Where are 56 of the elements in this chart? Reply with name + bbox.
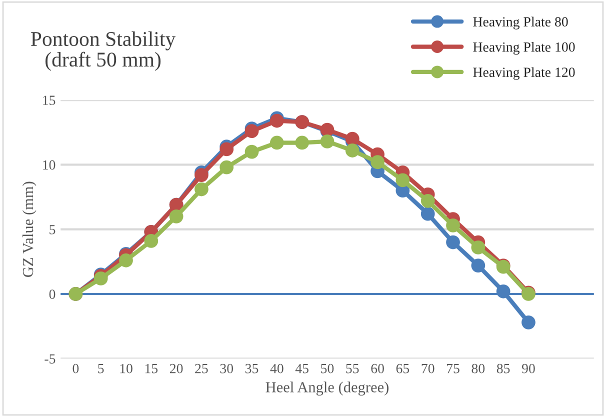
point — [295, 136, 310, 150]
point — [471, 240, 486, 254]
point — [94, 272, 108, 286]
x-tick-label: 40 — [270, 364, 284, 374]
y-tick-label: 15 — [43, 96, 56, 106]
chart-title: Pontoon Stability (draft 50 mm) — [30, 31, 176, 71]
x-tick-label: 70 — [422, 364, 434, 374]
point — [244, 144, 259, 159]
point — [446, 235, 460, 250]
y-tick-label: -5 — [44, 354, 56, 364]
point — [522, 315, 536, 330]
point — [194, 182, 208, 196]
x-tick-label: 80 — [472, 364, 485, 374]
point — [119, 253, 133, 268]
x-tick-label: 15 — [145, 364, 158, 374]
point — [169, 209, 184, 224]
x-tick-label: 20 — [170, 364, 183, 374]
y-tick-label: 0 — [49, 290, 56, 299]
x-tick-label: 75 — [446, 364, 460, 374]
x-tick-label: 0 — [72, 364, 79, 374]
x-tick-label: 90 — [522, 364, 535, 374]
x-tick-label: 65 — [396, 364, 410, 374]
x-tick-label: 25 — [195, 364, 208, 374]
point — [220, 142, 234, 156]
x-tick-label: 60 — [371, 364, 384, 374]
point — [370, 155, 384, 170]
legend-label: Heaving Plate 80 — [473, 16, 568, 30]
x-tick-label: 35 — [245, 364, 258, 374]
point — [194, 168, 208, 182]
point — [396, 173, 410, 188]
point — [446, 218, 460, 232]
x-tick-label: 5 — [98, 364, 104, 374]
point — [320, 134, 334, 148]
point — [345, 144, 360, 158]
legend-label: Heaving Plate 120 — [473, 67, 575, 80]
x-tick-label: 85 — [496, 364, 510, 374]
x-tick-label: 30 — [220, 364, 234, 374]
point — [270, 114, 284, 128]
x-tick-label: 45 — [295, 364, 308, 374]
y-axis-title: GZ Value (mm) — [22, 182, 36, 277]
x-tick-label: 50 — [321, 364, 334, 374]
point — [471, 258, 486, 272]
point — [496, 284, 510, 298]
point — [420, 194, 435, 208]
x-axis-title: Heel Angle (degree) — [266, 382, 388, 396]
legend-label: Heaving Plate 100 — [473, 42, 575, 55]
point — [270, 136, 284, 150]
y-tick-label: 10 — [43, 160, 56, 170]
point — [345, 132, 360, 146]
point — [244, 124, 259, 138]
y-tick-label: 5 — [50, 225, 56, 234]
x-tick-label: 10 — [120, 364, 132, 374]
point — [144, 234, 158, 248]
point — [420, 206, 435, 221]
point — [220, 160, 234, 174]
x-tick-label: 55 — [346, 364, 359, 374]
